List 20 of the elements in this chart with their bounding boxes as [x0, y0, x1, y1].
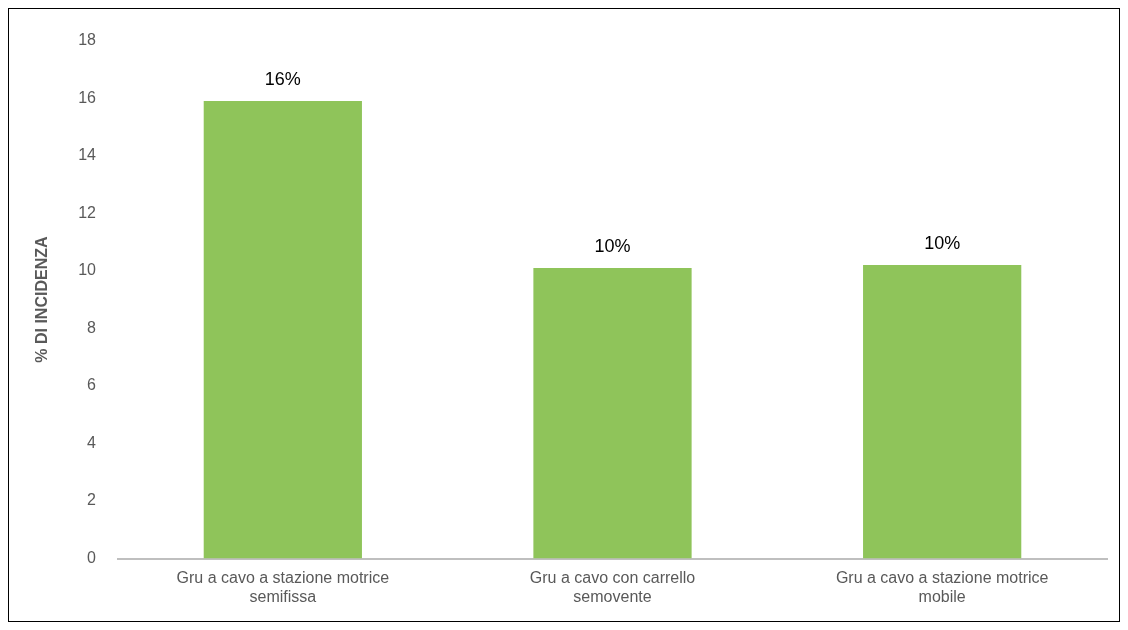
- y-tick-label: 8: [87, 318, 97, 336]
- x-tick-label: Gru a cavo a stazione motrice mobile: [835, 568, 1049, 605]
- data-label: 10%: [594, 235, 631, 256]
- bar: [203, 101, 362, 559]
- data-label: 16%: [264, 69, 301, 89]
- y-tick-label: 12: [78, 203, 97, 221]
- y-tick-label: 18: [78, 31, 97, 49]
- y-tick-label: 14: [78, 146, 97, 164]
- y-tick-label: 2: [87, 491, 97, 509]
- y-axis-title: % DI INCIDENZA: [33, 236, 51, 363]
- x-tick-label: Gru a cavo a stazione motrice semifissa: [176, 568, 390, 605]
- y-tick-label: 10: [78, 261, 97, 279]
- y-tick-label: 16: [78, 88, 97, 106]
- x-tick-label: Gru a cavo con carrello semovente: [529, 568, 696, 605]
- data-label: 10%: [924, 233, 961, 254]
- y-tick-label: 6: [87, 376, 97, 394]
- bar: [533, 267, 692, 559]
- bar: [863, 265, 1022, 559]
- y-tick-label: 0: [87, 549, 97, 567]
- y-tick-label: 4: [87, 433, 97, 451]
